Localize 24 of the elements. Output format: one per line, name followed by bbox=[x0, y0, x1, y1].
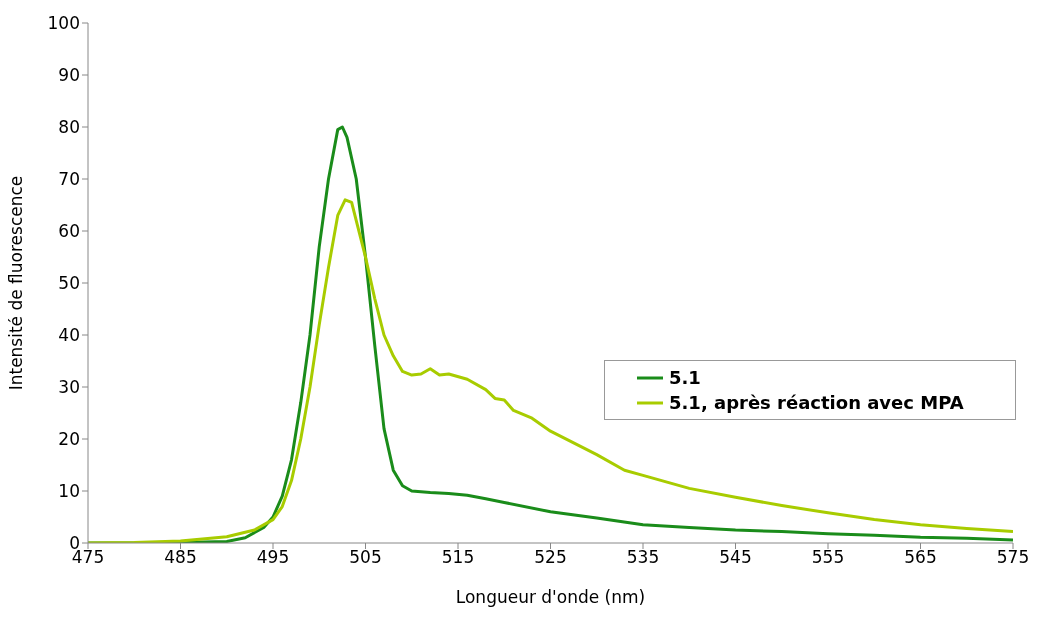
x-axis-title: Longueur d'onde (nm) bbox=[455, 587, 646, 607]
x-tick-label: 535 bbox=[626, 547, 660, 568]
y-tick-label: 60 bbox=[58, 221, 80, 242]
x-tick-label: 545 bbox=[719, 547, 752, 568]
x-tick-label: 485 bbox=[164, 547, 197, 568]
y-tick-label: 40 bbox=[58, 325, 80, 346]
y-tick-label: 80 bbox=[58, 117, 80, 138]
x-tick-label: 495 bbox=[256, 547, 290, 568]
y-tick-label: 70 bbox=[58, 169, 80, 190]
y-tick-label: 30 bbox=[58, 377, 80, 398]
y-tick-label: 10 bbox=[58, 481, 80, 502]
x-tick-label: 565 bbox=[904, 547, 937, 568]
legend-label: 5.1, après réaction avec MPA bbox=[669, 392, 964, 413]
x-tick-label: 515 bbox=[441, 547, 475, 568]
y-tick-label: 20 bbox=[58, 429, 80, 450]
x-tick-label: 555 bbox=[811, 547, 845, 568]
x-tick-label: 505 bbox=[349, 547, 382, 568]
x-tick-label: 575 bbox=[996, 547, 1030, 568]
y-tick-label: 50 bbox=[58, 273, 80, 294]
y-tick-label: 100 bbox=[47, 13, 80, 34]
y-tick-label: 90 bbox=[58, 65, 80, 86]
legend-label: 5.1 bbox=[669, 367, 701, 388]
x-tick-label: 525 bbox=[534, 547, 567, 568]
y-axis-title: Intensité de fluorescence bbox=[6, 175, 27, 391]
